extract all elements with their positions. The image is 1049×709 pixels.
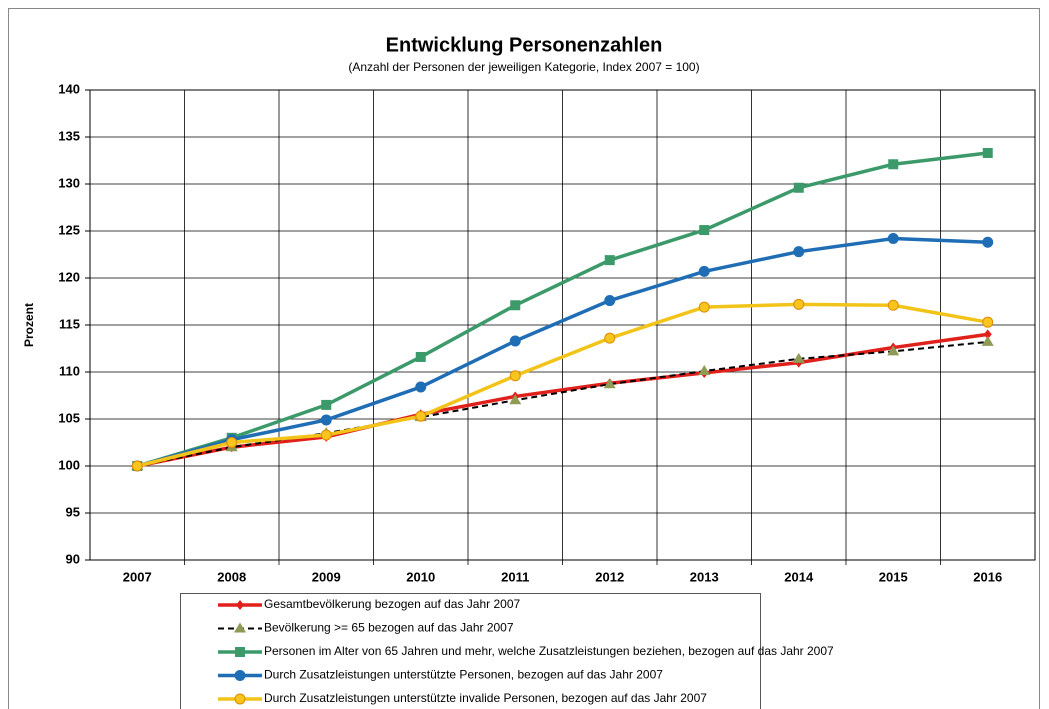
point <box>415 351 426 362</box>
series-line <box>136 151 988 468</box>
x-tick-label: 2016 <box>973 569 1002 584</box>
y-tick-label: 115 <box>59 316 80 331</box>
point <box>509 335 521 347</box>
y-tick-label: 135 <box>58 128 80 143</box>
y-tick-label: 110 <box>59 363 80 378</box>
x-tick-label: 2009 <box>312 569 341 584</box>
point <box>793 298 805 310</box>
chart-title: Entwicklung Personenzahlen <box>386 34 663 56</box>
legend-label: Durch Zusatzleistungen unterstützte Pers… <box>264 668 663 682</box>
x-tick-label: 2015 <box>879 569 908 584</box>
point <box>604 295 616 307</box>
point <box>793 182 804 193</box>
x-tick-label: 2008 <box>217 569 246 584</box>
legend-marker <box>235 647 245 657</box>
point <box>887 299 899 311</box>
point <box>792 352 805 363</box>
point <box>888 159 899 170</box>
point <box>698 265 710 277</box>
point <box>603 378 616 389</box>
point <box>509 394 522 405</box>
x-tick-label: 2012 <box>595 569 624 584</box>
y-tick-label: 95 <box>66 504 80 519</box>
series-line <box>136 236 988 468</box>
point <box>982 316 994 328</box>
point <box>415 381 427 393</box>
y-tick-label: 100 <box>58 457 80 472</box>
y-tick-label: 125 <box>58 222 80 237</box>
point <box>698 365 711 376</box>
legend-marker <box>234 693 246 705</box>
y-tick-label: 130 <box>58 175 80 190</box>
point <box>887 345 900 356</box>
point <box>320 429 332 441</box>
legend-label: Gesamtbevölkerung bezogen auf das Jahr 2… <box>264 597 520 611</box>
point <box>981 335 994 346</box>
point <box>321 399 332 410</box>
legend-marker <box>236 600 244 610</box>
point <box>131 460 143 472</box>
legend-marker <box>234 622 246 633</box>
point <box>698 301 710 313</box>
chart-subtitle: (Anzahl der Personen der jeweiligen Kate… <box>348 60 699 74</box>
point <box>320 414 332 426</box>
x-tick-label: 2010 <box>406 569 435 584</box>
legend-marker <box>234 670 246 681</box>
legend-label: Bevölkerung >= 65 bezogen auf das Jahr 2… <box>264 621 514 635</box>
y-tick-label: 90 <box>66 551 80 566</box>
point <box>982 147 993 158</box>
y-axis-label: Prozent <box>22 303 36 347</box>
x-tick-label: 2014 <box>784 569 814 584</box>
point <box>509 370 521 382</box>
point <box>510 300 521 311</box>
x-tick-label: 2007 <box>123 569 152 584</box>
legend-label: Personen im Alter von 65 Jahren und mehr… <box>264 644 834 658</box>
legend-label: Durch Zusatzleistungen unterstützte inva… <box>264 691 707 705</box>
point <box>226 437 238 448</box>
point <box>887 233 899 245</box>
x-tick-label: 2011 <box>501 569 529 584</box>
x-tick-label: 2013 <box>690 569 719 584</box>
point <box>415 410 427 422</box>
point <box>793 246 805 258</box>
point <box>604 332 616 344</box>
point <box>604 255 615 266</box>
legend-box <box>180 593 761 709</box>
series-line <box>136 332 988 468</box>
point <box>699 225 710 236</box>
series-line <box>136 302 989 468</box>
y-tick-label: 140 <box>58 81 80 96</box>
y-tick-label: 120 <box>58 269 80 284</box>
point <box>983 329 992 340</box>
point <box>982 236 994 248</box>
y-tick-label: 105 <box>58 410 80 425</box>
